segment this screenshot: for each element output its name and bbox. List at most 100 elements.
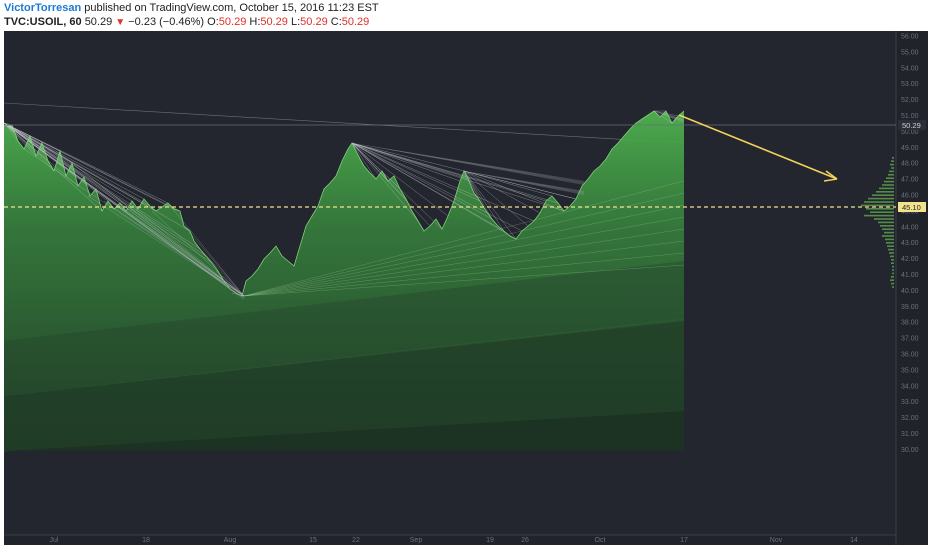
volume-profile-bar [886,242,894,244]
volume-profile-bar [876,191,894,193]
fan-wedge [352,143,584,185]
price-scale[interactable]: 56.00 55.00 54.00 53.00 52.00 51.00 50.00 49.00… [901,34,919,454]
volume-profile-bar [890,279,894,281]
fan-line [653,110,679,117]
fan-line [4,122,133,202]
fan-line [351,142,419,222]
volume-profile-bar [870,211,894,213]
fan-line [71,162,245,297]
fan-line [351,142,517,240]
volume-profile-bar [864,214,894,217]
fan-line [463,170,541,214]
area-band [4,321,684,451]
fan-line [463,170,517,240]
price-tick-label: 38.00 [901,320,919,327]
open-value: 50.29 [218,16,247,28]
fan-line [463,170,505,232]
low-value: 50.29 [300,16,328,28]
open-label: O: [207,16,219,28]
price-scale-background [896,31,928,545]
fan-line [351,142,461,182]
fan-line [4,122,37,157]
last-price: 50.29 [84,16,113,28]
volume-profile-bar [891,167,894,169]
time-scale[interactable]: Jul 18 Aug 15 22 Sep 19 26 Oct 17 Nov 14 [50,537,858,544]
time-tick-label: Aug [224,537,237,544]
volume-profile-bar [882,184,894,186]
fan-line [4,122,103,212]
fan-line [4,122,213,264]
fan-line [351,142,565,212]
area-bands [4,261,684,451]
volume-profile-bar [887,245,894,247]
fan-line [4,122,207,257]
price-tick-label: 52.00 [901,97,919,104]
volume-profile-bar [872,194,894,196]
volume-profile-bar [892,265,894,268]
symbol-label[interactable]: TVC:USOIL, 60 [4,16,82,28]
volume-profile-bar [882,235,894,237]
price-tick-label: 36.00 [901,352,919,359]
time-tick-label: 14 [850,537,858,544]
close-value: 50.29 [341,16,370,28]
volume-profile-bar [884,231,894,234]
fan-line [243,240,685,297]
chart-area[interactable]: 56.00 55.00 54.00 53.00 52.00 51.00 50.00 49.00… [4,31,928,545]
author-link[interactable]: VictorTorresan [4,2,82,14]
volume-profile-bar [892,286,894,288]
price-chart[interactable]: 56.00 55.00 54.00 53.00 52.00 51.00 50.00 49.00… [4,31,928,545]
close-label: C: [330,16,342,28]
volume-profile-bar [892,157,894,159]
time-tick-label: Jul [50,537,59,544]
fan-line [4,122,191,232]
price-tick-label: 55.00 [901,49,919,56]
area-band [4,411,684,451]
price-tick-label: 40.00 [901,288,919,295]
fan-line [4,122,169,204]
price-tick-label: 31.00 [901,431,919,438]
fan-line [243,264,685,297]
volume-profile-bar [890,255,894,258]
fan-line [351,142,523,232]
price-tick-label: 39.00 [901,304,919,311]
volume-profile-bar [886,177,894,179]
volume-profile-bar [892,269,894,271]
fan-line [463,170,553,197]
marked-level-badge: 45.10 [898,202,926,212]
time-tick-label: Oct [595,537,606,544]
volume-profile-bar [888,248,894,251]
volume-profile-bar [891,282,894,285]
fan-line [4,122,145,200]
fan-line [151,210,245,297]
volume-profile-bar [891,276,894,278]
projection-arrow[interactable] [678,114,838,182]
arrow-head-icon [823,170,838,182]
volume-profile-bar [891,262,894,264]
volume-profile [861,157,894,288]
fan-line [23,148,245,297]
fan-line [4,122,121,204]
price-tick-label: 42.00 [901,256,919,263]
fan-line [351,142,431,227]
fan-line [351,142,377,180]
price-tick-label: 30.00 [901,447,919,454]
price-tick-label: 53.00 [901,81,919,88]
volume-profile-bar [891,160,894,162]
volume-profile-bar [864,201,894,203]
svg-text:50.29: 50.29 [902,121,921,130]
time-tick-label: 15 [309,537,317,544]
fan-line [351,142,493,220]
time-tick-label: 17 [680,537,688,544]
fan-line [653,110,673,124]
fan-line [463,170,577,200]
price-tick-label: 49.00 [901,145,919,152]
time-tick-label: 18 [142,537,150,544]
volume-profile-bar [880,225,894,227]
price-tick-label: 46.00 [901,193,919,200]
price-tick-label: 48.00 [901,161,919,168]
fan-line [183,225,245,297]
volume-profile-bar [879,187,894,190]
fan-line [351,142,481,202]
time-tick-label: Sep [410,537,423,544]
volume-profile-bar [882,228,894,230]
